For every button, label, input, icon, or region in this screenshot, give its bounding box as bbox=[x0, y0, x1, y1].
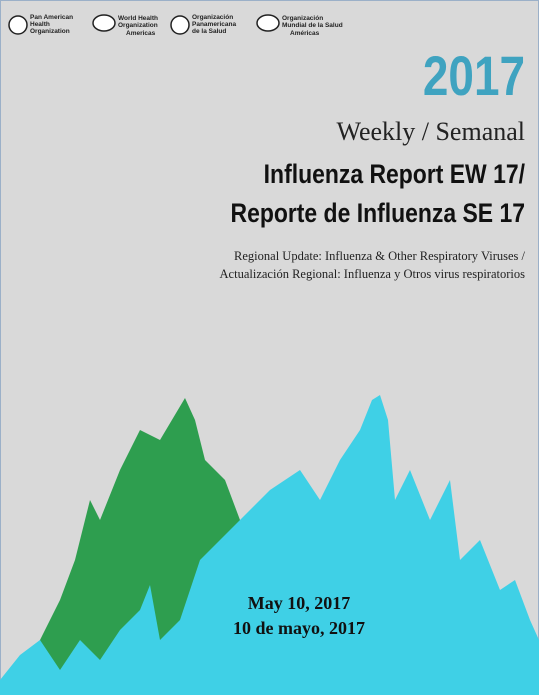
title-line: Reporte de Influenza SE 17 bbox=[231, 198, 525, 228]
logo-text: World Health bbox=[118, 15, 158, 22]
logo-text: Organization bbox=[30, 28, 70, 35]
logo-text: Organización bbox=[192, 14, 233, 21]
logo-text: Pan American bbox=[30, 14, 73, 21]
year: 2017 bbox=[423, 45, 525, 107]
logo-text: Organización bbox=[282, 15, 323, 22]
logo-text: Organization bbox=[118, 22, 158, 29]
title-line: Influenza Report EW 17/ bbox=[264, 159, 525, 189]
logo-region: Américas bbox=[290, 30, 320, 37]
date-line: May 10, 2017 bbox=[248, 593, 351, 613]
cover: Pan AmericanHealthOrganizationWorld Heal… bbox=[0, 0, 539, 695]
subtitle-line: Actualización Regional: Influenza y Otro… bbox=[220, 267, 526, 281]
logo-text: Health bbox=[30, 21, 50, 28]
logo-text: Panamericana bbox=[192, 21, 236, 28]
title-line: Weekly / Semanal bbox=[336, 117, 525, 146]
subtitle-line: Regional Update: Influenza & Other Respi… bbox=[234, 249, 525, 263]
date-line: 10 de mayo, 2017 bbox=[233, 618, 365, 638]
logo-text: de la Salud bbox=[192, 28, 226, 35]
logo-text: Mundial de la Salud bbox=[282, 22, 343, 29]
logo-region: Americas bbox=[126, 30, 156, 37]
